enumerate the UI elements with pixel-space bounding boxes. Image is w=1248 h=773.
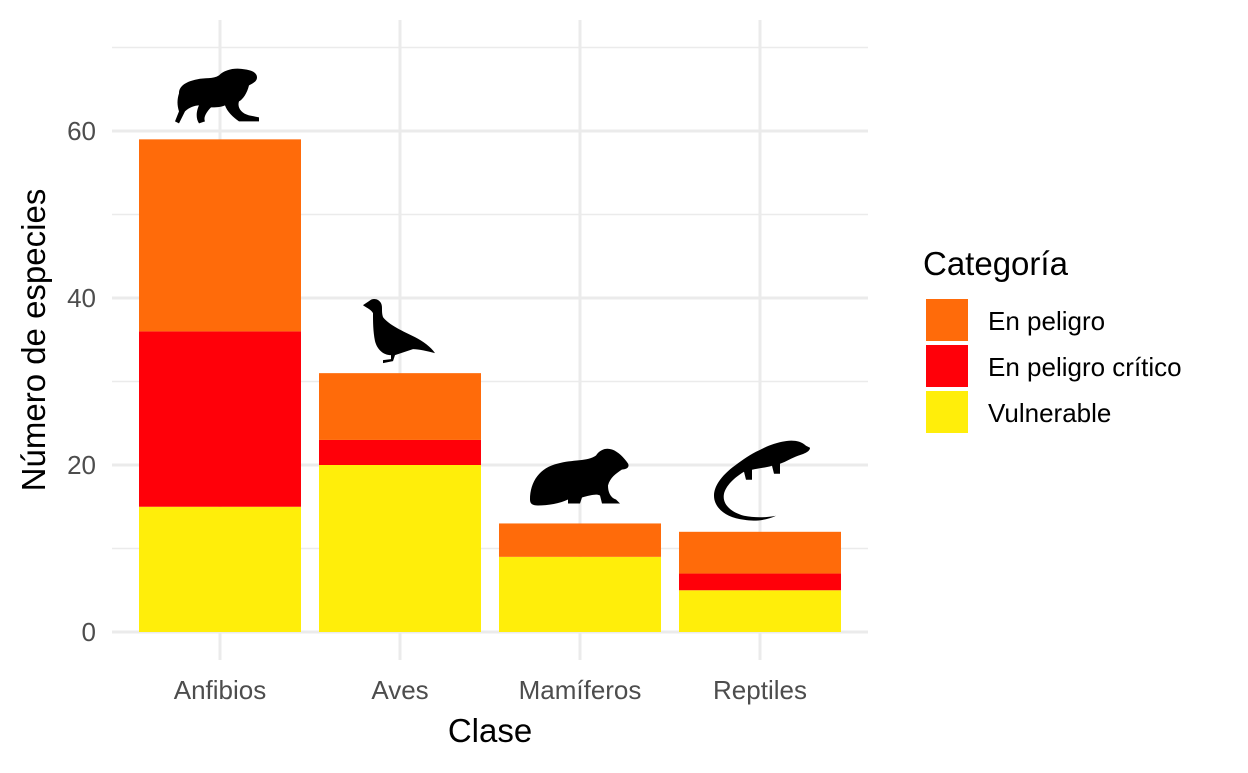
bar-segment bbox=[139, 506, 301, 632]
y-tick-label: 0 bbox=[82, 617, 96, 647]
bar-segment bbox=[679, 590, 841, 632]
bar-segment bbox=[139, 331, 301, 507]
rodent-icon bbox=[530, 448, 629, 506]
y-tick-label: 60 bbox=[67, 116, 96, 146]
iguana-icon bbox=[714, 440, 810, 521]
legend-swatch-en-peligro-critico bbox=[926, 345, 968, 387]
legend-swatch-en-peligro bbox=[926, 299, 968, 341]
axis-ticks: 0 20 40 60 Anfibios Aves Mamíferos Reptiles bbox=[67, 116, 807, 705]
bar-segment bbox=[319, 439, 481, 465]
bar-segment bbox=[499, 556, 661, 632]
category-icons bbox=[175, 68, 810, 521]
legend-swatch-vulnerable bbox=[926, 391, 968, 433]
x-tick-label: Mamíferos bbox=[519, 675, 642, 705]
legend-label-vulnerable: Vulnerable bbox=[988, 398, 1111, 428]
bar-segment bbox=[319, 373, 481, 440]
x-tick-label: Anfibios bbox=[174, 675, 267, 705]
bar-segment bbox=[499, 523, 661, 557]
x-tick-label: Aves bbox=[371, 675, 428, 705]
legend-label-en-peligro-critico: En peligro crítico bbox=[988, 352, 1182, 382]
bar-segment bbox=[319, 465, 481, 632]
legend: Categoría En peligro En peligro crítico … bbox=[923, 245, 1182, 433]
y-axis-title: Número de especies bbox=[15, 189, 52, 492]
bar-segment bbox=[679, 531, 841, 574]
x-axis-title: Clase bbox=[448, 712, 532, 749]
legend-label-en-peligro: En peligro bbox=[988, 306, 1105, 336]
legend-title: Categoría bbox=[923, 245, 1069, 282]
frog-icon bbox=[175, 68, 259, 124]
bars bbox=[139, 139, 841, 632]
y-tick-label: 40 bbox=[67, 283, 96, 313]
bar-segment bbox=[139, 139, 301, 332]
x-tick-label: Reptiles bbox=[713, 675, 807, 705]
bar-segment bbox=[679, 573, 841, 591]
bird-icon bbox=[363, 298, 435, 364]
y-tick-label: 20 bbox=[67, 450, 96, 480]
